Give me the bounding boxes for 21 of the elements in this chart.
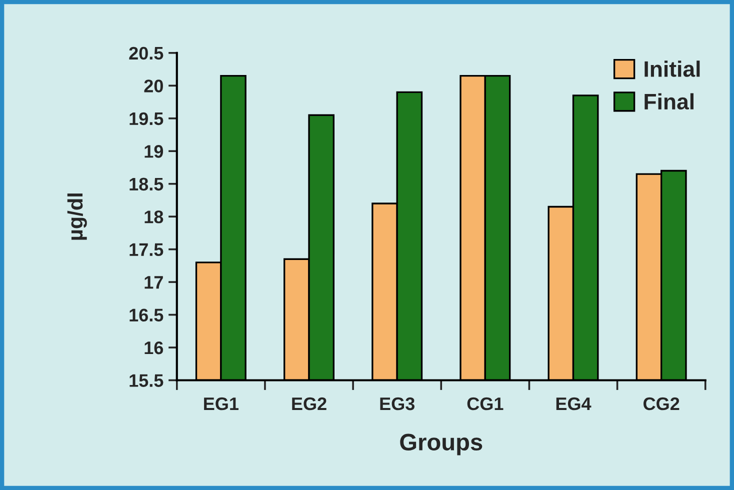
legend-label: Final <box>644 93 694 110</box>
x-tick-label: EG3 <box>380 397 415 410</box>
y-tick-label: 16.5 <box>130 308 164 322</box>
y-tick-label: 16 <box>144 341 164 354</box>
y-tick-label: 17.5 <box>130 243 164 256</box>
x-tick-label: EG4 <box>556 397 592 410</box>
y-tick-label: 19.5 <box>130 112 164 126</box>
legend-label: Initial <box>644 60 700 77</box>
y-tick-label: 19 <box>144 145 164 158</box>
y-tick-label: 15.5 <box>130 374 164 387</box>
x-tick-label: CG1 <box>467 397 504 410</box>
x-tick-label: CG2 <box>644 397 680 410</box>
y-tick-label: 18 <box>144 210 164 224</box>
x-tick-label: EG2 <box>292 397 326 410</box>
y-tick-label: 18.5 <box>130 178 164 191</box>
y-tick-label: 17 <box>144 276 163 289</box>
x-tick-label: EG1 <box>204 397 238 410</box>
y-axis-title: µg/dl <box>67 194 87 240</box>
x-axis-title: Groups <box>400 434 482 456</box>
y-tick-label: 20 <box>144 80 163 92</box>
y-tick-label: 20.5 <box>129 46 164 60</box>
